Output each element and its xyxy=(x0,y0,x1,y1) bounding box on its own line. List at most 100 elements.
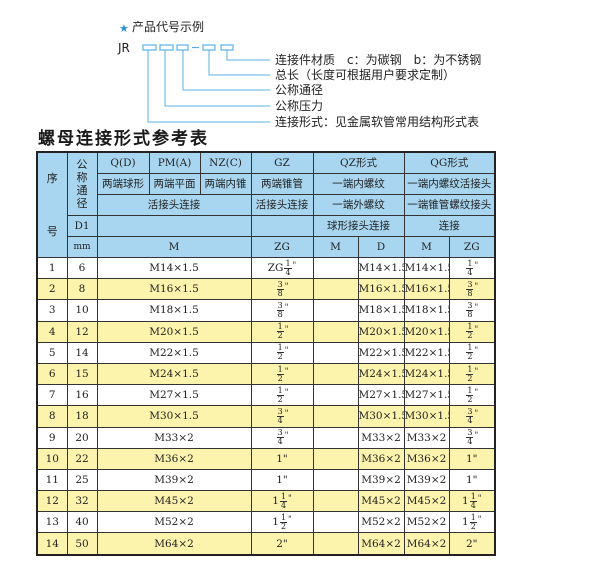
header-qz-ball: 球形接头连接 xyxy=(312,215,405,237)
thread-size: 3 4 " xyxy=(276,407,289,424)
numerator: 1 xyxy=(284,258,292,269)
header-qz-m: M xyxy=(312,236,359,258)
cell-qz-m xyxy=(312,405,359,428)
cell-qg-m: M18×1.5 xyxy=(403,299,450,322)
denominator: 2 xyxy=(277,331,283,341)
thread-size: 1 2 " xyxy=(276,365,288,383)
label-nominal-diameter: 公称通径 xyxy=(275,83,324,97)
cell-m: M24×1.5 xyxy=(96,362,252,386)
thread-size: 3 8 " xyxy=(276,301,288,319)
numerator: 1 xyxy=(466,343,474,354)
denominator: 2 xyxy=(277,373,283,383)
numerator: 3 xyxy=(276,279,284,290)
numerator: 3 xyxy=(466,428,474,439)
cell-gz: 1 2 " xyxy=(250,320,314,343)
cell-seq: 9 xyxy=(36,426,68,449)
cell-seq: 1 xyxy=(36,256,68,280)
header-m: M xyxy=(96,236,252,258)
cell-qz-m xyxy=(312,256,359,280)
cell-qg-m: M16×1.5 xyxy=(403,278,450,301)
thread-size: 1 2 " xyxy=(465,365,478,382)
inch-mark: " xyxy=(292,260,297,270)
thread-size: 1" xyxy=(276,474,288,486)
denominator: 2 xyxy=(470,521,476,531)
header-qd: Q(D) xyxy=(96,151,150,174)
numerator: 1 xyxy=(276,385,284,396)
cell-qz-m xyxy=(312,341,359,364)
header-both-cone: 两端内锥 xyxy=(199,173,252,195)
nut-connection-table: 序号 公称通径 Q(D) PM(A) NZ(C) GZ QZ形式 QG形式 两端… xyxy=(36,151,496,556)
cell-seq: 11 xyxy=(36,468,68,492)
cell-qz-d: M27×1.5 xyxy=(357,384,405,407)
header-qg-zg: ZG xyxy=(448,236,496,258)
thread-size: 3 8 " xyxy=(465,280,478,298)
label-material: 连接件材质 c：为碳钢 b：为不锈钢 xyxy=(275,53,482,67)
header-qz: QZ形式 xyxy=(312,151,405,174)
inch-mark: " xyxy=(284,281,289,291)
cell-qg-zg: 1 4 " xyxy=(448,256,496,280)
header-qg: QG形式 xyxy=(403,151,496,174)
cell-qz-d: M36×2 xyxy=(357,447,405,470)
cell-m: M52×2 xyxy=(96,511,252,534)
cell-m: M45×2 xyxy=(96,490,252,513)
cell-m: M14×1.5 xyxy=(96,256,252,280)
thread-size: 1 2 " xyxy=(276,385,289,403)
cell-qg-zg: 1 1 2 " xyxy=(448,511,496,534)
thread-size: 2" xyxy=(466,538,478,550)
header-empty xyxy=(96,215,252,237)
numerator: 1 xyxy=(466,385,474,396)
cell-seq: 13 xyxy=(36,511,68,534)
whole: 1" xyxy=(276,473,288,486)
cell-qz-d: M14×1.5 xyxy=(357,256,405,280)
cell-qg-zg: 1 2 " xyxy=(448,341,496,364)
inch-mark: " xyxy=(284,387,289,397)
cell-qg-m: M39×2 xyxy=(403,468,450,492)
header-qg-inner: 一端内螺纹活接头 xyxy=(403,173,496,195)
thread-size: 3 4 " xyxy=(465,407,478,425)
header-both-flat: 两端平面 xyxy=(148,173,201,195)
cell-qg-zg: 3 8 " xyxy=(448,299,496,322)
header-qz-outer: 一端外螺纹 xyxy=(312,194,405,216)
denominator: 4 xyxy=(280,500,287,510)
denominator: 4 xyxy=(470,500,476,510)
thread-size: 3 8 " xyxy=(276,279,289,297)
thread-size: 1 1 4 " xyxy=(462,492,481,510)
cell-seq: 2 xyxy=(36,278,68,301)
inch-mark: " xyxy=(284,430,289,440)
cell-qz-m xyxy=(312,490,359,513)
cell-qz-d: M45×2 xyxy=(357,490,405,513)
diagram-heading: 产品代号示例 xyxy=(132,20,205,34)
seq-char: 号 xyxy=(46,225,58,238)
cell-d1: 50 xyxy=(66,532,98,556)
cell-seq: 14 xyxy=(36,532,68,556)
whole: 1" xyxy=(465,473,478,486)
dn-char: 公 xyxy=(76,158,88,171)
whole: 2" xyxy=(465,537,478,550)
inch-mark: " xyxy=(474,345,479,355)
header-d1: D1 xyxy=(66,215,98,237)
inch-mark: " xyxy=(284,408,289,418)
header-union-2: 活接头连接 xyxy=(250,194,314,216)
cell-d1: 12 xyxy=(66,320,98,343)
cell-qz-d: M30×1.5 xyxy=(357,405,405,428)
thread-size: 1 1 2 " xyxy=(272,513,291,531)
cell-qg-zg: 1 2 " xyxy=(448,320,496,343)
cell-gz: 3 4 " xyxy=(250,405,314,428)
cell-qg-zg: 3 4 " xyxy=(448,426,496,449)
denominator: 4 xyxy=(467,437,473,447)
label-length: 总长（长度可根据用户要求定制） xyxy=(275,68,456,82)
whole: 2" xyxy=(276,537,288,550)
header-nominal-diameter: 公称通径 xyxy=(66,151,98,216)
cell-seq: 7 xyxy=(36,384,68,407)
